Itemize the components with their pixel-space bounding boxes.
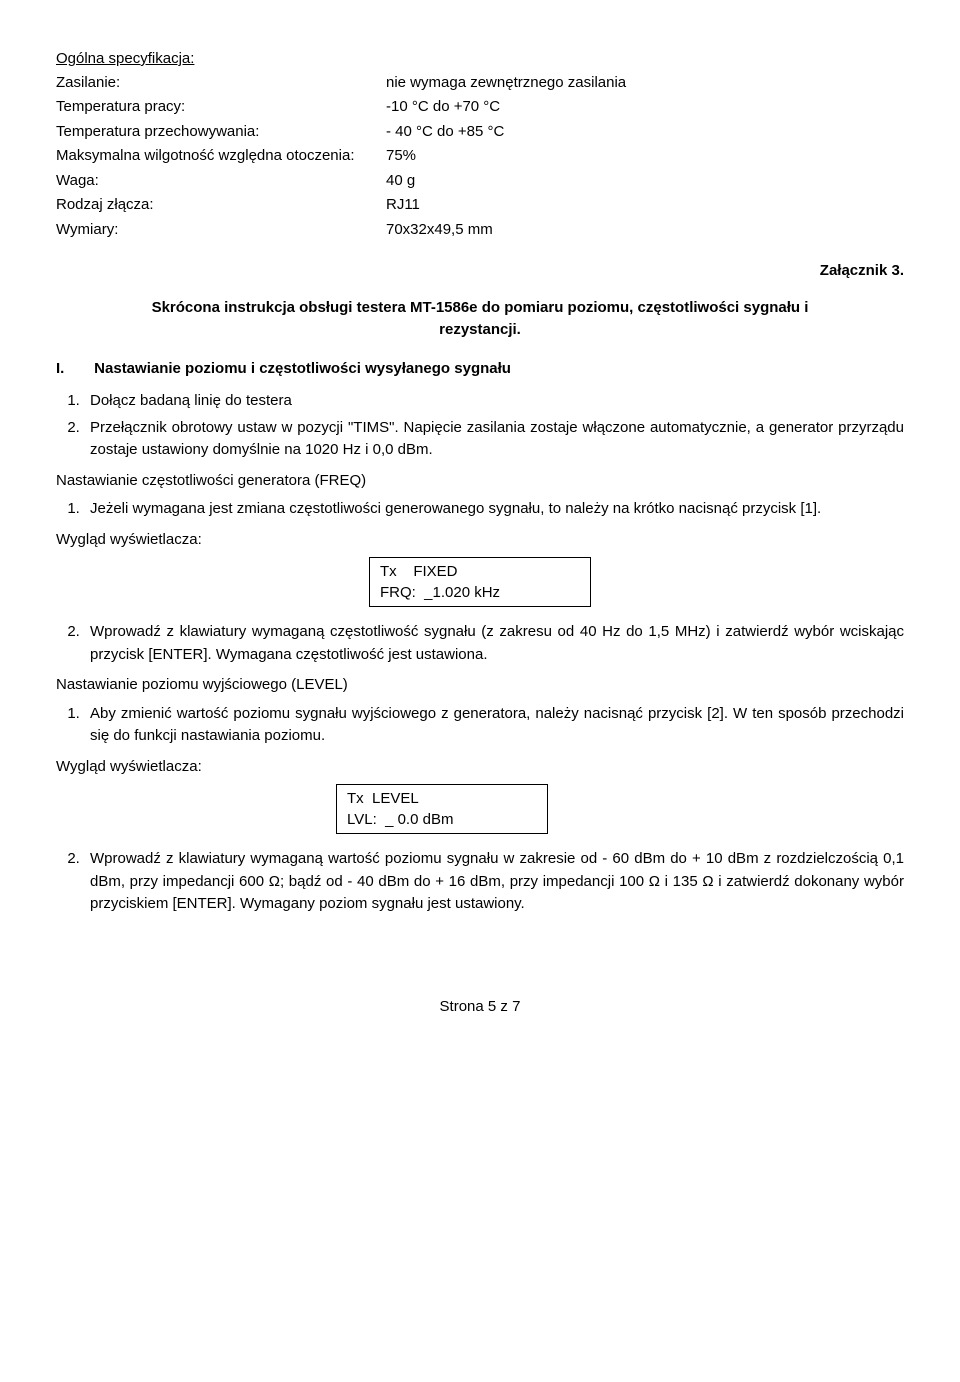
list-1: Dołącz badaną linię do testera Przełączn… (56, 390, 904, 462)
spec-wymiary-value: 70x32x49,5 mm (386, 218, 626, 243)
display1-line1: Tx FIXED (380, 561, 580, 582)
list-5-item-2: Wprowadź z klawiatury wymaganą wartość p… (84, 848, 904, 916)
attachment-label: Załącznik 3. (56, 260, 904, 283)
page-footer: Strona 5 z 7 (56, 996, 904, 1019)
spec-heading: Ogólna specyfikacja: (56, 48, 904, 71)
spec-wilgotnosc-label: Maksymalna wilgotność względna otoczenia… (56, 144, 386, 169)
list-1-item-2: Przełącznik obrotowy ustaw w pozycji "TI… (84, 417, 904, 462)
list-3-item-2: Wprowadź z klawiatury wymaganą częstotli… (84, 621, 904, 666)
list-4-item-1: Aby zmienić wartość poziomu sygnału wyjś… (84, 703, 904, 748)
list-2: Jeżeli wymagana jest zmiana częstotliwoś… (56, 498, 904, 521)
spec-zasilanie-value: nie wymaga zewnętrznego zasilania (386, 71, 626, 96)
list-5: Wprowadź z klawiatury wymaganą wartość p… (56, 848, 904, 916)
spec-temp-pracy-value: -10 °C do +70 °C (386, 95, 626, 120)
spec-waga-label: Waga: (56, 169, 386, 194)
level-heading: Nastawianie poziomu wyjściowego (LEVEL) (56, 674, 904, 697)
spec-temp-pracy-label: Temperatura pracy: (56, 95, 386, 120)
spec-wymiary-label: Wymiary: (56, 218, 386, 243)
spec-zlacze-label: Rodzaj złącza: (56, 193, 386, 218)
section-1-heading: I. Nastawianie poziomu i częstotliwości … (56, 358, 904, 381)
display-label-1: Wygląd wyświetlacza: (56, 529, 904, 552)
display-label-2: Wygląd wyświetlacza: (56, 756, 904, 779)
section-1-text: Nastawianie poziomu i częstotliwości wys… (94, 360, 511, 377)
freq-heading: Nastawianie częstotliwości generatora (F… (56, 470, 904, 493)
spec-temp-przech-value: - 40 °C do +85 °C (386, 120, 626, 145)
display-box-1: Tx FIXED FRQ: _1.020 kHz (369, 557, 591, 607)
spec-table: Zasilanie: nie wymaga zewnętrznego zasil… (56, 71, 626, 243)
list-4: Aby zmienić wartość poziomu sygnału wyjś… (56, 703, 904, 748)
spec-temp-przech-label: Temperatura przechowywania: (56, 120, 386, 145)
spec-zlacze-value: RJ11 (386, 193, 626, 218)
spec-zasilanie-label: Zasilanie: (56, 71, 386, 96)
section-1-roman: I. (56, 358, 90, 381)
display1-line2: FRQ: _1.020 kHz (380, 582, 580, 603)
doc-title: Skrócona instrukcja obsługi testera MT-1… (136, 297, 824, 342)
display2-line1: Tx LEVEL (347, 788, 537, 809)
list-1-item-1: Dołącz badaną linię do testera (84, 390, 904, 413)
spec-waga-value: 40 g (386, 169, 626, 194)
display2-line2: LVL: _ 0.0 dBm (347, 809, 537, 830)
display-box-2: Tx LEVEL LVL: _ 0.0 dBm (336, 784, 548, 834)
list-2-item-1: Jeżeli wymagana jest zmiana częstotliwoś… (84, 498, 904, 521)
spec-wilgotnosc-value: 75% (386, 144, 626, 169)
list-3: Wprowadź z klawiatury wymaganą częstotli… (56, 621, 904, 666)
